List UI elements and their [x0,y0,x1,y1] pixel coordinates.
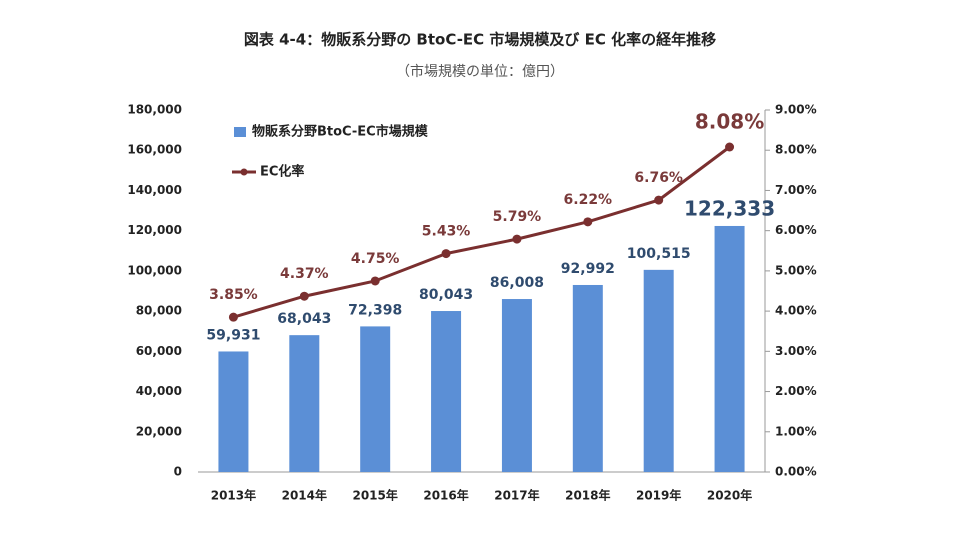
line [233,145,731,319]
bar-value-label: 68,043 [277,311,331,327]
x-tick-label: 2017年 [494,488,539,503]
bar-value-label: 100,515 [627,246,691,262]
y-tick-label: 40,000 [136,384,182,398]
y-tick-label: 60,000 [136,344,182,358]
line-point [441,249,451,259]
bar [643,269,674,472]
bar-value-label: 59,931 [206,327,260,343]
y-tick-label: 120,000 [127,223,182,237]
line-point [228,312,238,322]
y-tick-label: 100,000 [127,263,182,277]
line-point [583,217,593,227]
line-point [299,291,309,301]
x-tick-label: 2018年 [565,488,610,503]
line-point [725,142,735,152]
bar-value-label: 122,333 [684,196,775,220]
line-point [512,234,522,244]
legend-label: EC化率 [260,164,304,180]
y-tick-label: 140,000 [127,183,182,197]
x-tick-label: 2015年 [352,488,397,503]
bar-value-label: 80,043 [419,287,473,303]
legend-swatch [234,127,246,137]
chart-title: 図表 4-4：物販系分野の BtoC-EC 市場規模及び EC 化率の経年推移 [244,31,716,49]
bar [218,351,249,472]
legend-label: 物販系分野BtoC-EC市場規模 [252,124,429,140]
x-tick-label: 2016年 [423,488,468,503]
y-tick-label: 0 [174,465,182,479]
bar-value-label: 92,992 [561,261,615,277]
x-tick-label: 2020年 [707,488,752,503]
line-value-label: 5.43% [422,224,471,240]
legend-swatch [240,168,248,176]
line-value-label: 5.79% [493,209,542,225]
x-tick-label: 2014年 [282,488,327,503]
y-tick-label: 80,000 [136,304,182,318]
bar-value-label: 72,398 [348,302,402,318]
y2-tick-label: 6.00% [775,223,817,237]
bar [714,225,745,472]
line-value-label: 3.85% [209,287,258,303]
bar-value-label: 86,008 [490,275,544,291]
bar [501,299,532,472]
line-value-label: 4.75% [351,251,400,267]
y-tick-label: 160,000 [127,143,182,157]
y2-tick-label: 4.00% [775,304,817,318]
y2-tick-label: 8.00% [775,143,817,157]
y2-tick-label: 1.00% [775,424,817,438]
bar [572,284,603,472]
y-tick-label: 180,000 [127,103,182,117]
line-value-label: 8.08% [695,110,764,134]
y2-tick-label: 9.00% [775,103,817,117]
bar [289,335,320,472]
y-tick-label: 20,000 [136,424,182,438]
y2-tick-label: 3.00% [775,344,817,358]
bar [360,326,391,472]
line-point [654,195,664,205]
line-value-label: 6.76% [634,170,683,186]
y2-tick-label: 0.00% [775,465,817,479]
y2-tick-label: 7.00% [775,183,817,197]
line-value-label: 4.37% [280,266,329,282]
y2-tick-label: 2.00% [775,384,817,398]
line-point [370,276,380,286]
bar [431,311,462,472]
chart-subtitle: （市場規模の単位：億円） [396,63,564,80]
x-tick-label: 2019年 [636,488,681,503]
line-value-label: 6.22% [564,192,613,208]
y2-tick-label: 5.00% [775,263,817,277]
x-tick-label: 2013年 [211,488,256,503]
